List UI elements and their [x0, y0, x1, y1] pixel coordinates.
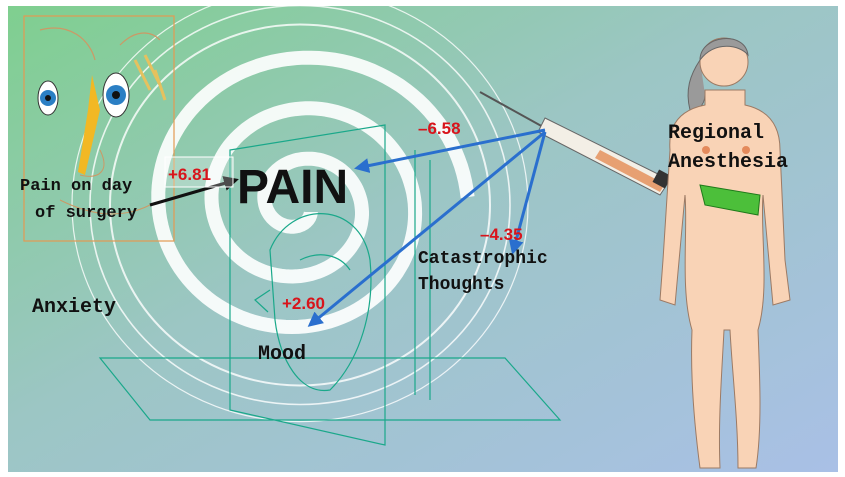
catastrophic-label: Catastrophic Thoughts [418, 249, 558, 295]
head-wireframe [98, 124, 562, 446]
face-illustration [23, 15, 175, 242]
spiral [71, 0, 529, 423]
woman-figure [659, 37, 791, 469]
effect-label: –4.35 [480, 225, 523, 244]
effect-label: +6.81 [168, 165, 211, 184]
arrows [149, 128, 547, 327]
effect-label: –6.58 [418, 119, 461, 138]
effect-box [164, 156, 234, 188]
spiral-stroke [109, 23, 491, 387]
spiral-stroke [151, 50, 475, 335]
surgery-label: Pain on day of surgery [20, 177, 142, 223]
spiral-stroke [89, 4, 511, 406]
anesthesia-label: Regional Anesthesia [668, 122, 788, 174]
pain-label: PAIN [237, 161, 348, 214]
anxiety-label: Anxiety [32, 296, 116, 319]
effect-label: +2.60 [282, 294, 325, 313]
syringe [479, 91, 672, 196]
mood-label: Mood [258, 343, 306, 366]
